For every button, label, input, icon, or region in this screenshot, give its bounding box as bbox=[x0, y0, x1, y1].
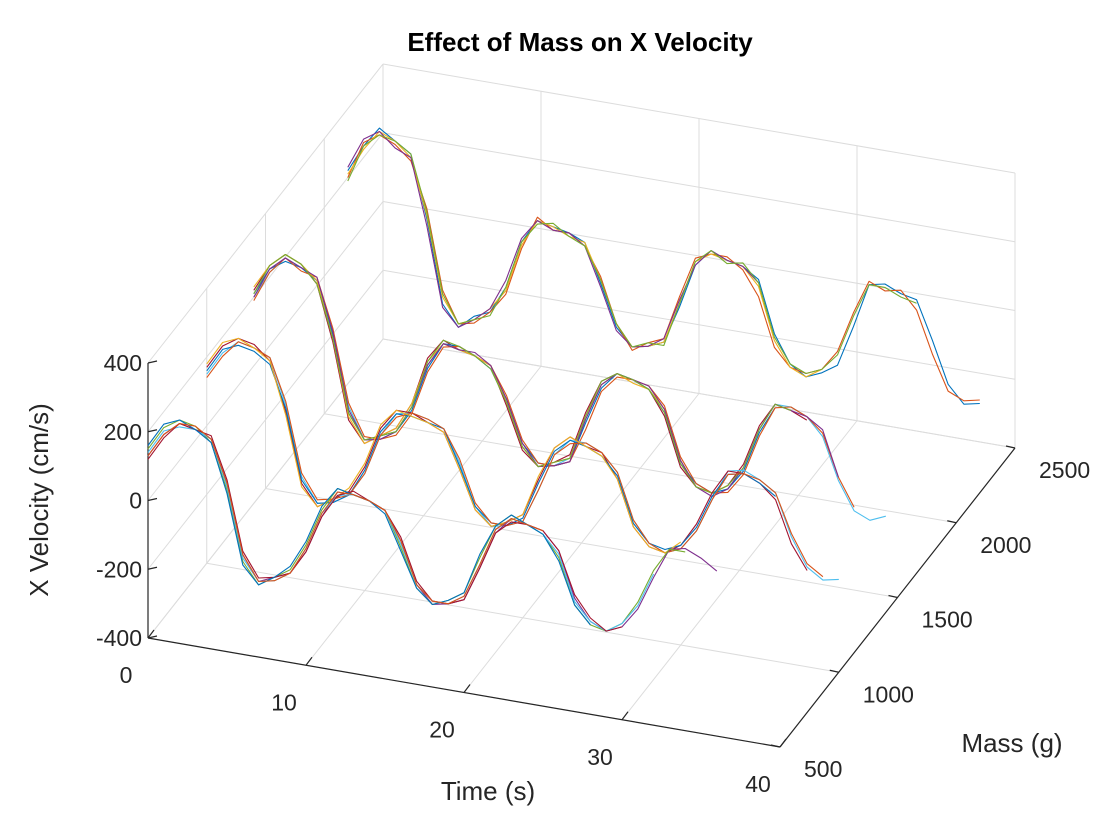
series-line-16 bbox=[206, 341, 824, 578]
y-tick-label: 2000 bbox=[980, 532, 1031, 558]
floor-gridline bbox=[206, 562, 839, 673]
series-line-18 bbox=[147, 422, 718, 632]
series-line-5 bbox=[347, 134, 917, 375]
x-tick-label: 0 bbox=[120, 662, 133, 688]
y-tick-mark bbox=[888, 594, 898, 599]
series-line-4 bbox=[347, 130, 759, 348]
floor-gridline bbox=[265, 488, 898, 598]
z-tick-mark bbox=[147, 360, 158, 364]
z-axis-label: X Velocity (cm/s) bbox=[24, 403, 54, 597]
y-tick-mark bbox=[770, 744, 781, 748]
z-tick-label: 200 bbox=[104, 419, 142, 445]
x-tick-label: 30 bbox=[587, 744, 613, 770]
chart-title: Effect of Mass on X Velocity bbox=[407, 27, 753, 57]
series-line-6 bbox=[253, 257, 886, 521]
back-wall-gridline bbox=[382, 338, 1016, 449]
tick-layer: 0 10 20 30 40 500 1000 1500 2000 2500 -400 -200 0 200… bbox=[96, 350, 1090, 797]
series-line-15 bbox=[206, 344, 776, 551]
series-line-10 bbox=[253, 253, 729, 494]
series-line-20 bbox=[147, 426, 655, 632]
x-tick-label: 40 bbox=[745, 771, 771, 797]
left-wall-gridline bbox=[147, 63, 384, 364]
y-tick-label: 500 bbox=[804, 756, 842, 782]
back-wall-gridline bbox=[382, 132, 1016, 243]
series-line-9 bbox=[253, 257, 855, 508]
x-tick-label: 10 bbox=[271, 689, 297, 715]
y-tick-label: 1500 bbox=[922, 607, 973, 633]
series-line-12 bbox=[253, 253, 792, 494]
series-line-2 bbox=[347, 134, 980, 402]
z-tick-mark bbox=[147, 497, 158, 502]
floor-gridline bbox=[324, 413, 957, 524]
series-line-17 bbox=[206, 337, 682, 554]
z-tick-label: -400 bbox=[96, 625, 142, 651]
back-wall-gridline bbox=[382, 201, 1016, 311]
z-tick-mark bbox=[147, 635, 158, 639]
grid-layer bbox=[147, 63, 1016, 748]
x-tick-mark bbox=[779, 738, 787, 748]
y-tick-label: 2500 bbox=[1039, 457, 1090, 483]
left-wall-gridline bbox=[147, 201, 384, 501]
z-tick-mark bbox=[147, 429, 158, 433]
x-tick-mark bbox=[305, 656, 313, 666]
y-tick-mark bbox=[1005, 445, 1016, 449]
series-line-3 bbox=[347, 130, 823, 378]
series-line-1 bbox=[347, 127, 980, 405]
y-tick-label: 1000 bbox=[863, 681, 914, 707]
y-axis-label: Mass (g) bbox=[961, 728, 1062, 758]
z-tick-label: 400 bbox=[104, 350, 142, 376]
series-layer bbox=[147, 127, 980, 632]
x-tick-mark bbox=[463, 684, 471, 693]
series-line-13 bbox=[206, 341, 839, 581]
y-tick-mark bbox=[829, 669, 839, 673]
series-line-8 bbox=[253, 260, 776, 494]
x-tick-mark bbox=[621, 711, 629, 721]
z-tick-mark bbox=[147, 566, 158, 570]
series-line-23 bbox=[147, 422, 544, 605]
y-tick-mark bbox=[947, 520, 957, 524]
x-tick-mark bbox=[147, 629, 155, 639]
left-wall-gridline bbox=[147, 132, 384, 433]
z-tick-label: -200 bbox=[96, 556, 142, 582]
back-wall-gridline bbox=[382, 269, 1016, 380]
z-tick-label: 0 bbox=[129, 488, 142, 514]
x-axis-label: Time (s) bbox=[441, 776, 535, 806]
x-tick-label: 20 bbox=[429, 717, 455, 743]
left-wall-gridline bbox=[147, 269, 384, 570]
back-wall-gridline bbox=[382, 63, 1016, 174]
